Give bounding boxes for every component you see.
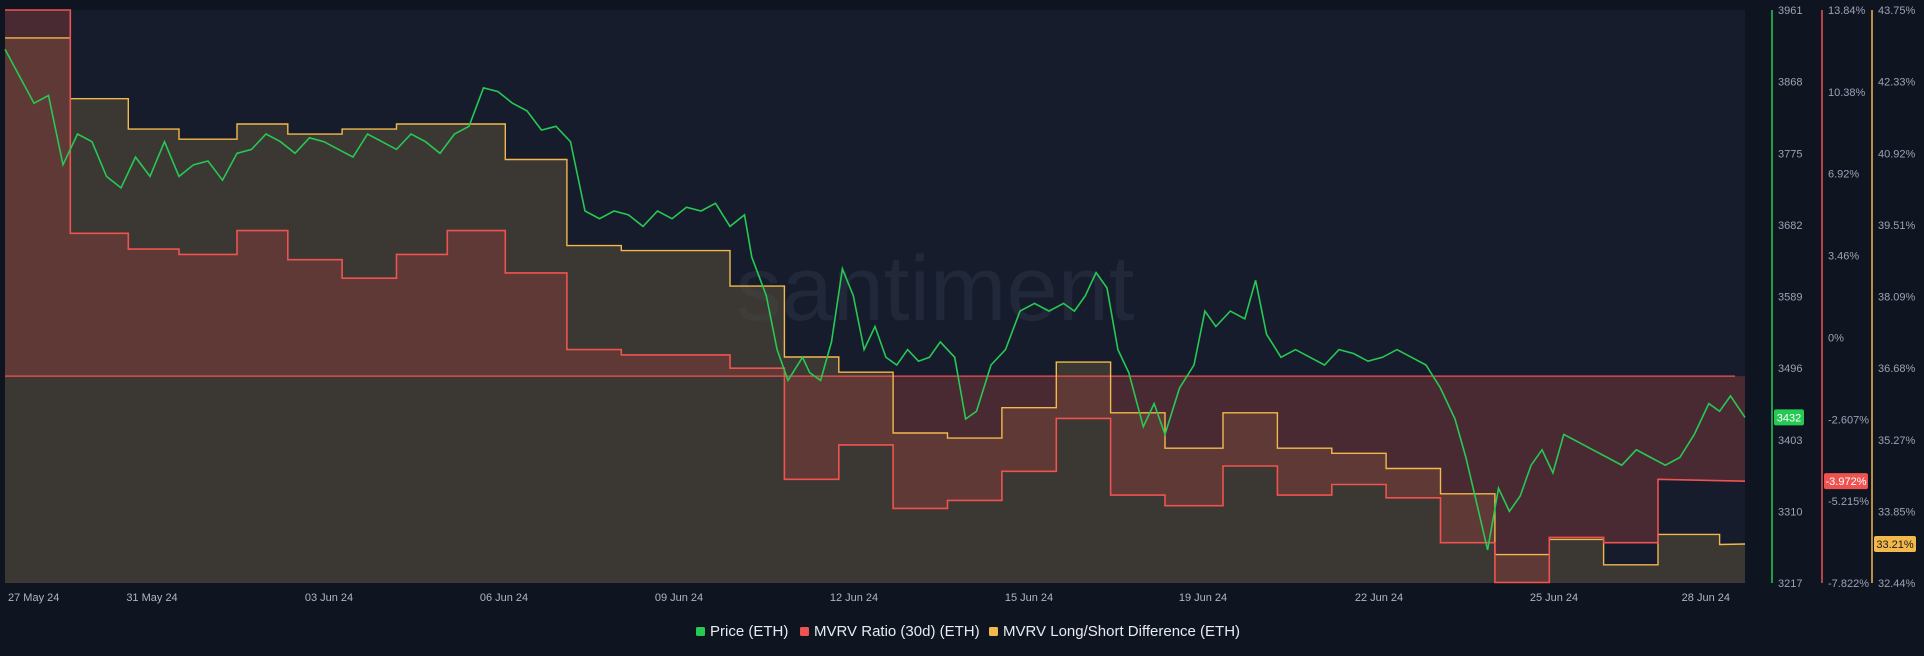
x-axis-tick: 28 Jun 24 (1682, 592, 1730, 604)
mvrv-axis-tick: -2.607% (1828, 414, 1869, 426)
mvrv-axis-tick: 13.84% (1828, 5, 1866, 17)
ls-axis-tick: 33.85% (1878, 506, 1916, 518)
mvrv-axis-tick: -5.215% (1828, 496, 1869, 508)
x-axis-tick: 27 May 24 (8, 592, 59, 604)
x-axis-tick: 19 Jun 24 (1179, 592, 1227, 604)
price-axis-tick: 3868 (1778, 77, 1802, 89)
ls-axis-tick: 38.09% (1878, 292, 1916, 304)
mvrv-current-badge (1824, 473, 1868, 490)
price-current-badge (1774, 409, 1804, 426)
price-axis-tick: 3310 (1778, 506, 1802, 518)
legend-label: Price (ETH) (710, 623, 788, 640)
price-axis-tick: 3961 (1778, 5, 1802, 17)
x-axis-tick: 12 Jun 24 (830, 592, 878, 604)
mvrv-axis-tick: 6.92% (1828, 169, 1859, 181)
ls-axis-tick: 43.75% (1878, 5, 1916, 17)
mvrv-axis-tick: 10.38% (1828, 87, 1866, 99)
ls-axis-tick: 36.68% (1878, 363, 1916, 375)
legend-swatch (989, 627, 998, 636)
ls-current-badge (1874, 535, 1916, 552)
ls-axis-tick: 42.33% (1878, 77, 1916, 89)
price-current-value: 3432 (1777, 412, 1801, 424)
mvrv-current-value: -3.972% (1826, 476, 1867, 488)
mvrv-line (5, 9, 1746, 584)
legend-swatch (696, 627, 705, 636)
price-axis-tick: 3589 (1778, 292, 1802, 304)
price-line (4, 48, 1746, 551)
ls-axis-tick: 39.51% (1878, 220, 1916, 232)
x-axis-tick: 15 Jun 24 (1005, 592, 1053, 604)
ls-axis-tick: 32.44% (1878, 578, 1916, 590)
ls-area-fill (5, 37, 1745, 583)
ls-axis-tick: 40.92% (1878, 148, 1916, 160)
legend-label: MVRV Ratio (30d) (ETH) (814, 623, 980, 640)
ls-line (5, 37, 1746, 566)
mvrv-axis-tick: -7.822% (1828, 578, 1869, 590)
price-axis-tick: 3403 (1778, 435, 1802, 447)
watermark-text: santiment (736, 238, 1135, 340)
legend-label: MVRV Long/Short Difference (ETH) (1003, 623, 1240, 640)
x-axis-tick: 31 May 24 (126, 592, 177, 604)
mvrv-axis-tick: 3.46% (1828, 251, 1859, 263)
mvrv-axis-tick: 0% (1828, 332, 1844, 344)
price-axis-tick: 3496 (1778, 363, 1802, 375)
x-axis-tick: 06 Jun 24 (480, 592, 528, 604)
price-axis-tick: 3682 (1778, 220, 1802, 232)
ls-axis-tick: 35.27% (1878, 435, 1916, 447)
x-axis-tick: 22 Jun 24 (1355, 592, 1403, 604)
x-axis-tick: 25 Jun 24 (1530, 592, 1578, 604)
x-axis-tick: 03 Jun 24 (305, 592, 353, 604)
price-axis-tick: 3775 (1778, 148, 1802, 160)
legend-swatch (800, 627, 809, 636)
mvrv-area-fill (5, 10, 1745, 583)
price-axis-tick: 3217 (1778, 578, 1802, 590)
x-axis-tick: 09 Jun 24 (655, 592, 703, 604)
ls-current-value: 33.21% (1876, 539, 1914, 551)
